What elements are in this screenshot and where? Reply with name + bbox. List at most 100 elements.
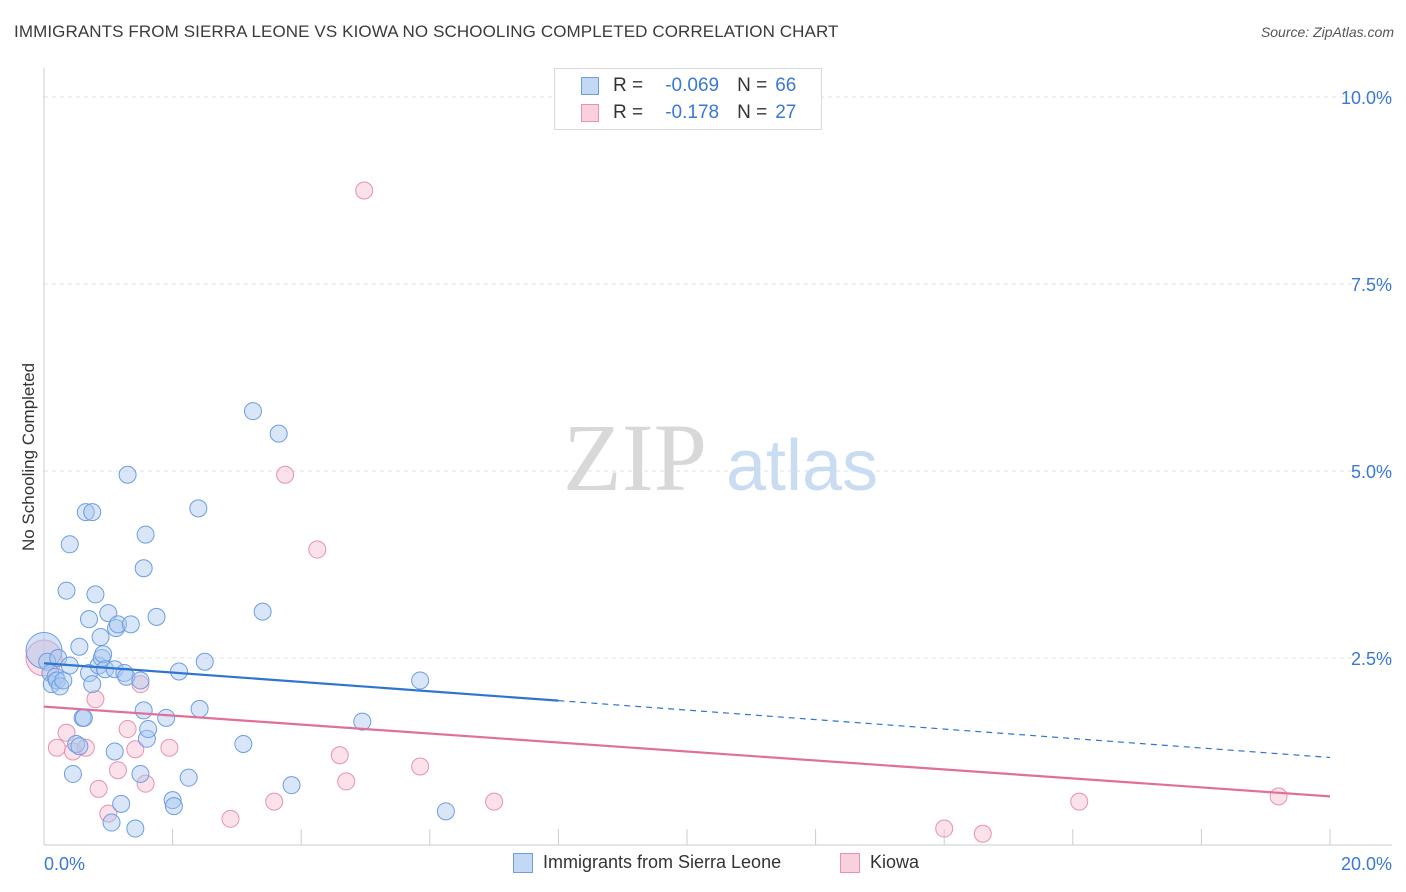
kiowa-point — [76, 738, 95, 757]
sierra-leone-point — [131, 671, 150, 690]
sierra-leone-point — [76, 503, 95, 522]
kiowa-point — [221, 809, 240, 828]
kiowa-points — [25, 181, 1288, 843]
legend-n-label: N = — [737, 75, 768, 96]
sierra-leone-point — [436, 802, 455, 821]
kiowa-point — [265, 792, 284, 811]
x-tick-label: 0.0% — [44, 854, 85, 874]
legend-n-value: 27 — [775, 102, 797, 123]
legend-swatch-blue — [581, 77, 599, 95]
sierra-leone-point — [118, 465, 137, 484]
kiowa-point — [330, 746, 349, 765]
kiowa-point — [160, 738, 179, 757]
y-axis-label: No Schooling Completed — [19, 363, 38, 551]
sierra-leone-point — [102, 813, 121, 832]
legend-item-label: Immigrants from Sierra Leone — [543, 852, 782, 872]
sierra-leone-point — [94, 645, 113, 664]
sierra-leone-point — [60, 535, 79, 554]
kiowa-point — [131, 675, 150, 694]
y-tick-label: 10.0% — [1341, 88, 1392, 108]
kiowa-point — [411, 757, 430, 776]
sierra-leone-point — [83, 503, 102, 522]
sierra-leone-point — [70, 737, 89, 756]
sierra-leone-point — [353, 712, 372, 731]
kiowa-point — [136, 774, 155, 793]
source-label: Source: ZipAtlas.com — [1260, 24, 1394, 40]
legend-r-label: R = — [613, 102, 644, 123]
watermark: ZIP atlas — [563, 404, 878, 511]
sierra-leone-point — [108, 615, 127, 634]
kiowa-point — [973, 824, 992, 843]
sierra-leone-point — [147, 607, 166, 626]
sierra-leone-point — [164, 797, 183, 816]
sierra-leone-trend-line — [43, 662, 559, 702]
legend-r-value: -0.178 — [665, 102, 720, 123]
sierra-leone-point — [86, 585, 105, 604]
sierra-leone-trend-extension — [558, 700, 1331, 759]
sierra-leone-point — [170, 662, 189, 681]
sierra-leone-point — [243, 402, 262, 421]
sierra-leone-point — [195, 652, 214, 671]
kiowa-point — [355, 181, 374, 200]
sierra-leone-point — [253, 602, 272, 621]
legend-swatch-pink — [840, 852, 860, 873]
grid-lines — [44, 96, 1392, 659]
sierra-leone-point — [67, 735, 86, 754]
watermark-zip: ZIP — [563, 404, 707, 511]
sierra-leone-point — [74, 708, 93, 727]
kiowa-point — [86, 690, 105, 709]
sierra-leone-point — [189, 499, 208, 518]
sierra-leone-point — [411, 671, 430, 690]
series-legend: Immigrants from Sierra Leone Kiowa — [0, 852, 1406, 878]
sierra-leone-point — [234, 735, 253, 754]
y-tick-label: 5.0% — [1351, 462, 1392, 482]
sierra-leone-point — [63, 764, 82, 783]
legend-swatch-blue — [513, 852, 533, 873]
sierra-leone-point — [157, 708, 176, 727]
sierra-leone-point — [80, 610, 99, 629]
sierra-leone-point — [121, 615, 140, 634]
sierra-leone-point — [105, 742, 124, 761]
sierra-leone-point — [47, 671, 66, 690]
sierra-leone-point — [139, 720, 158, 739]
sierra-leone-point — [83, 675, 102, 694]
legend-n-value: 66 — [775, 75, 797, 96]
legend-n-label: N = — [737, 102, 768, 123]
legend-r-label: R = — [613, 75, 644, 96]
kiowa-point — [485, 792, 504, 811]
legend-item-sierra-leone: Immigrants from Sierra Leone — [513, 852, 781, 873]
x-tick-label: 20.0% — [1341, 854, 1392, 874]
sierra-leone-point — [163, 791, 182, 810]
chart-title: IMMIGRANTS FROM SIERRA LEONE VS KIOWA NO… — [14, 22, 839, 41]
y-tick-label: 2.5% — [1351, 649, 1392, 669]
kiowa-point — [308, 540, 327, 559]
y-tick-label: 7.5% — [1351, 275, 1392, 295]
sierra-leone-point — [51, 677, 70, 696]
sierra-leone-point — [282, 776, 301, 795]
kiowa-point — [126, 740, 145, 759]
kiowa-point — [47, 738, 66, 757]
sierra-leone-point — [131, 764, 150, 783]
sierra-leone-points — [25, 402, 455, 838]
sierra-leone-point — [137, 729, 156, 748]
sierra-leone-point — [54, 671, 73, 690]
legend-row-sierra-leone: R = -0.069 N = 66 — [581, 75, 796, 97]
legend-r-value: -0.069 — [665, 75, 720, 96]
watermark-atlas: atlas — [726, 426, 878, 506]
sierra-leone-point — [190, 699, 209, 718]
legend-swatch-pink — [581, 104, 599, 122]
legend-row-kiowa: R = -0.178 N = 27 — [581, 102, 796, 124]
sierra-leone-point — [136, 525, 155, 544]
sierra-leone-point — [134, 559, 153, 578]
sierra-leone-point — [70, 637, 89, 656]
sierra-leone-point — [57, 581, 76, 600]
kiowa-point — [935, 819, 954, 838]
kiowa-point — [337, 772, 356, 791]
sierra-leone-point — [179, 768, 198, 787]
sierra-leone-point — [126, 819, 145, 838]
legend-item-kiowa: Kiowa — [840, 852, 919, 873]
tick-labels: 2.5% 5.0% 7.5% 10.0% 0.0% 20.0% — [44, 88, 1392, 874]
kiowa-point — [89, 779, 108, 798]
sierra-leone-point — [112, 794, 131, 813]
